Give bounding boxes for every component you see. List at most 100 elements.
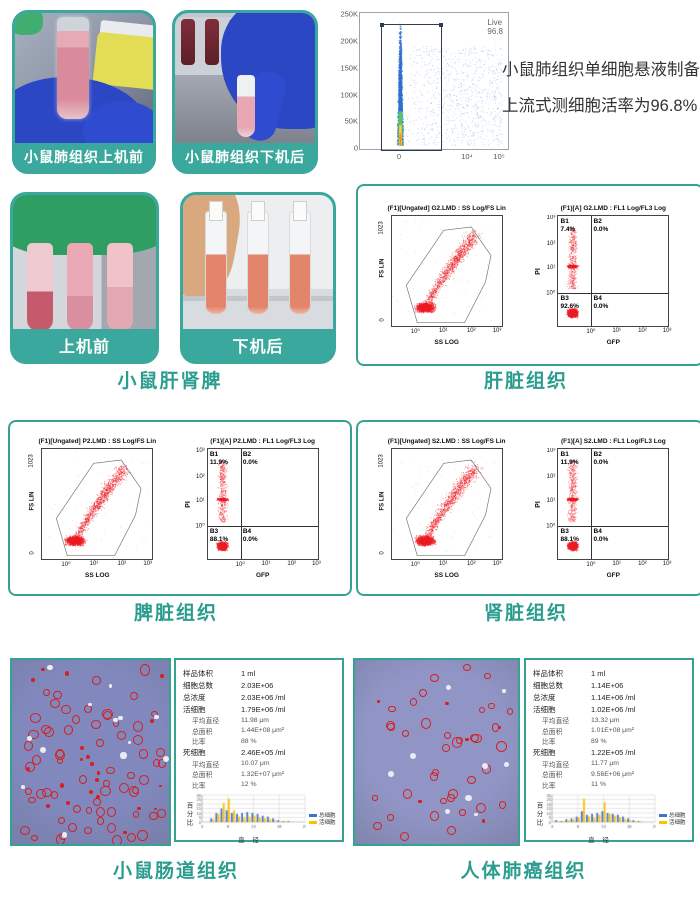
y-tick: 10³ xyxy=(546,447,556,454)
stat-row: 活细胞 1.02E+06 /ml xyxy=(533,704,636,714)
intro-text: 小鼠肺组织单细胞悬液制备 上流式测细胞活率为96.8% xyxy=(502,52,700,124)
red-circled-cell xyxy=(71,714,81,725)
red-circled-cell xyxy=(46,804,51,809)
red-circled-cell xyxy=(79,757,84,762)
white-cell xyxy=(127,740,131,745)
y-tick: 10² xyxy=(546,240,556,247)
white-cell xyxy=(474,812,478,817)
y-tick: 1023 xyxy=(378,453,385,468)
red-circled-cell xyxy=(421,718,432,729)
y-tick: 1023 xyxy=(378,220,385,235)
red-circled-cell xyxy=(94,777,99,782)
y-tick: 50K xyxy=(344,116,358,126)
red-circled-cell xyxy=(484,672,491,679)
hist-y-label: 百分比 xyxy=(185,801,192,828)
red-circled-cell xyxy=(376,700,381,703)
caption-kidney: 肾脏组织 xyxy=(483,603,568,624)
white-cell xyxy=(445,809,451,815)
quadrant-hline xyxy=(558,525,669,527)
red-circled-cell xyxy=(430,811,440,821)
flow-quad-canvas xyxy=(207,448,318,559)
flow-box-liver: (F1)[Ungated] G2.LMD : SS Log/FS Lin 102… xyxy=(356,184,700,366)
red-circled-cell xyxy=(107,807,117,817)
white-cell xyxy=(120,752,127,759)
intro-line-2: 上流式测细胞活率为96.8% xyxy=(502,97,698,115)
hist-x-label: 直 径 xyxy=(588,837,612,844)
flow-scatter-group: (F1)[Ungated] G2.LMD : SS Log/FS Lin 102… xyxy=(367,205,527,346)
x-axis-label: GFP xyxy=(255,571,270,579)
quadrant-B3: B3 88.1% xyxy=(209,527,229,543)
photo-label: 小鼠肺组织上机前 xyxy=(15,143,153,171)
legend-label: 活细胞 xyxy=(319,820,336,826)
y-tick: 250K xyxy=(340,9,358,19)
flow-quad-plot: B1 7.4% B2 0.0% B3 92.6% B4 0.0% xyxy=(557,214,670,327)
red-circled-cell xyxy=(23,740,34,752)
y-tick: 0 xyxy=(379,550,386,555)
red-circled-cell xyxy=(40,725,51,735)
red-circled-cell xyxy=(386,721,396,731)
white-cell xyxy=(388,771,395,777)
sample-tube xyxy=(67,243,93,329)
x-axis-label: SS LOG xyxy=(434,338,459,346)
red-circled-cell xyxy=(139,664,150,676)
microscopy-image-intestine xyxy=(10,658,171,846)
size-histogram-canvas xyxy=(544,793,656,829)
x-tick: 10³ xyxy=(662,327,672,334)
red-circled-cell xyxy=(43,688,50,696)
sample-tube xyxy=(205,211,227,315)
quadrant-B2: B2 0.0% xyxy=(242,450,258,466)
red-circled-cell xyxy=(63,725,74,735)
size-histogram-block: 百分比 直 径 总细胞 活细胞 xyxy=(533,793,687,844)
x-tick: 10⁴ xyxy=(461,152,473,161)
stat-row: 平均直径 13.32 μm xyxy=(542,716,620,726)
gate-label: Live 96.8 xyxy=(487,18,503,36)
x-tick: 10¹ xyxy=(612,327,622,334)
y-axis-label: PI xyxy=(535,501,543,509)
red-circled-cell xyxy=(443,732,451,739)
x-tick: 10¹ xyxy=(261,560,271,567)
y-axis-label: FS LIN xyxy=(379,258,386,277)
flow-scatter-group: (F1)[Ungated] S2.LMD : SS Log/FS Lin 102… xyxy=(367,438,527,579)
cell-stats: 样品体积 1 ml 细胞总数 1.14E+06 总浓度 1.14E+06 /ml 活细胞 1.… xyxy=(533,667,687,790)
red-circled-cell xyxy=(446,825,456,836)
red-circled-cell xyxy=(95,795,100,800)
red-circled-cell xyxy=(28,796,36,804)
flow-box-kidney: (F1)[Ungated] S2.LMD : SS Log/FS Lin 102… xyxy=(356,420,700,596)
sample-tube xyxy=(247,211,269,315)
red-circled-cell xyxy=(117,731,127,740)
caption-spleen: 脾脏组织 xyxy=(133,603,218,624)
x-tick: 10¹ xyxy=(438,327,448,334)
y-tick: 10⁰ xyxy=(195,523,205,530)
y-axis-label: FS LIN xyxy=(379,491,386,510)
size-histogram-block: 百分比 直 径 总细胞 活细胞 xyxy=(183,793,337,844)
white-cell xyxy=(87,702,92,707)
x-tick: 10³ xyxy=(312,560,321,567)
legend-swatch-live xyxy=(659,820,667,824)
red-circled-cell xyxy=(499,801,507,809)
flow-quad-group: (F1)[A] S2.LMD : FL1 Log/FL3 Log B1 11.9%… xyxy=(533,438,693,579)
sample-tube xyxy=(289,211,311,315)
red-circled-cell xyxy=(59,783,64,788)
stat-row: 死细胞 1.22E+05 /ml xyxy=(533,748,636,757)
red-circled-cell xyxy=(100,785,111,797)
flow-scatter-canvas xyxy=(42,448,153,559)
quadrant-B4: B4 0.0% xyxy=(242,527,258,543)
white-cell xyxy=(481,762,488,769)
red-circled-cell xyxy=(79,746,84,751)
red-circled-cell xyxy=(66,800,71,805)
x-tick: 0 xyxy=(396,152,402,161)
x-tick: 10² xyxy=(466,327,476,334)
y-tick: 10¹ xyxy=(195,498,205,505)
plot-title: (F1)[Ungated] P2.LMD : SS Log/FS Lin xyxy=(38,437,157,445)
flow-quad-group: (F1)[A] P2.LMD : FL1 Log/FL3 Log B1 11.9%… xyxy=(183,438,343,579)
flow-scatter-canvas xyxy=(391,215,502,326)
red-circled-cell xyxy=(88,790,93,795)
stat-row: 样品体积 1 ml xyxy=(183,668,256,678)
red-circled-cell xyxy=(91,720,102,730)
red-circled-cell xyxy=(160,674,164,679)
x-tick: 10² xyxy=(466,560,476,567)
y-tick: 10¹ xyxy=(546,498,556,505)
cell-count-panel-intestine: 样品体积 1 ml 细胞总数 2.03E+06 总浓度 2.03E+06 /ml 活细胞 1.… xyxy=(174,658,344,844)
cell-stats: 样品体积 1 ml 细胞总数 2.03E+06 总浓度 2.03E+06 /ml 活细胞 1.… xyxy=(183,667,337,790)
hist-legend: 总细胞 活细胞 xyxy=(659,812,686,826)
